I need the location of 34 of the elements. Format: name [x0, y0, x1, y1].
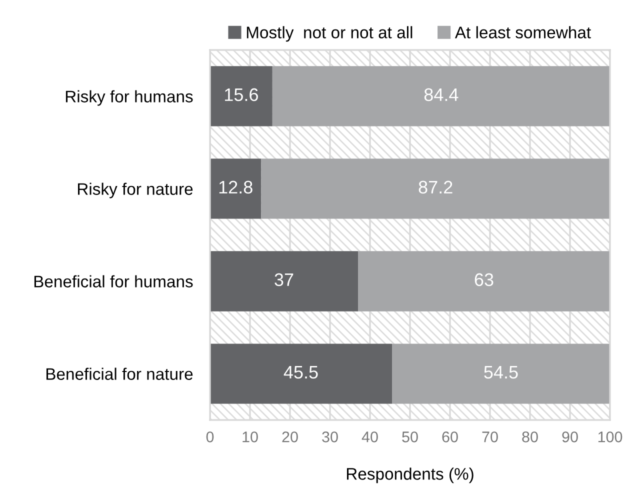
y-tick-label: Risky for humans: [66, 90, 193, 106]
x-tick-label: 0: [206, 432, 214, 442]
legend-label: At least somewhat: [454, 26, 591, 38]
bar: [210, 158, 262, 219]
bar: [358, 251, 610, 312]
y-tick-label: Risky for nature: [78, 182, 193, 198]
bar: [272, 66, 610, 126]
y-tick-label: Beneficial for humans: [34, 275, 193, 288]
data-label: 45.5: [284, 366, 318, 379]
x-tick-label: 30: [322, 432, 338, 442]
x-tick-label: 70: [482, 432, 498, 442]
bar: [210, 344, 392, 404]
x-tick-label: 50: [402, 432, 418, 442]
y-tick-label: Beneficial for nature: [46, 368, 193, 380]
data-label: 12.8: [219, 180, 252, 194]
x-tick-label: 10: [242, 432, 258, 442]
x-tick-label: 20: [282, 432, 298, 442]
bar: [392, 344, 610, 404]
data-label: 54.5: [484, 366, 518, 379]
data-label: 63: [474, 273, 494, 286]
data-label: 15.6: [225, 88, 258, 102]
x-tick-label: 60: [442, 432, 458, 442]
data-label: 87.2: [418, 180, 452, 194]
bar: [210, 251, 358, 312]
legend-label: Mostly not or not at all: [246, 26, 412, 42]
x-axis-title: Respondents (%): [346, 468, 474, 484]
x-tick-label: 100: [598, 432, 622, 442]
x-tick-label: 80: [522, 432, 538, 442]
data-label: 37: [274, 273, 294, 286]
bar: [261, 158, 610, 219]
bar: [210, 66, 272, 126]
x-tick-label: 40: [362, 432, 378, 442]
x-tick-label: 90: [562, 432, 578, 442]
data-label: 84.4: [424, 88, 458, 102]
